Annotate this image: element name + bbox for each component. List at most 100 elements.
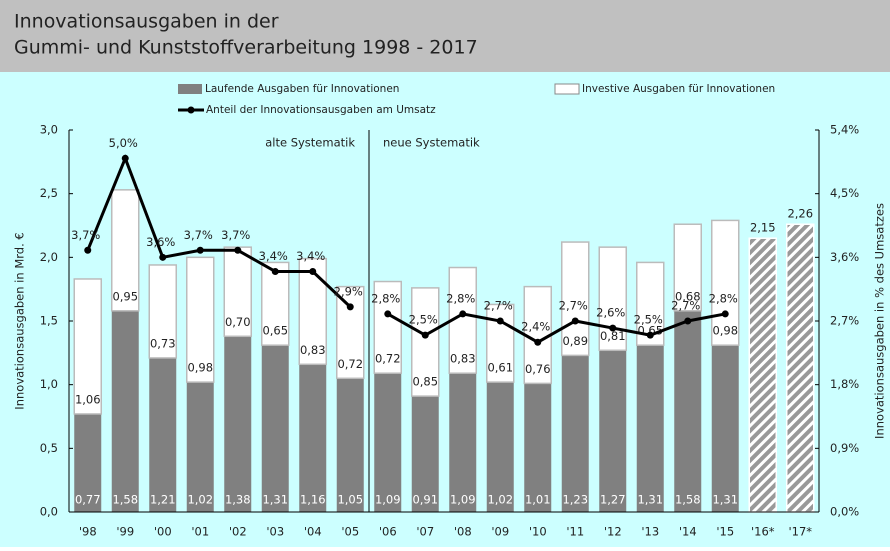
bar bbox=[411, 287, 440, 397]
x-tick-label: '13 bbox=[641, 525, 659, 539]
x-tick-label: '00 bbox=[154, 525, 172, 539]
bar bbox=[674, 310, 702, 512]
x-tick-label: '09 bbox=[491, 525, 509, 539]
value-label: 0,70 bbox=[225, 315, 251, 329]
bar bbox=[486, 382, 514, 512]
y2-tick-label: 1,8% bbox=[830, 377, 859, 391]
forecast-bar bbox=[786, 223, 815, 513]
value-label: 0,91 bbox=[412, 493, 438, 507]
value-label: 5,0% bbox=[109, 136, 138, 150]
value-label: 2,4% bbox=[521, 320, 550, 334]
x-tick-label: '15 bbox=[716, 525, 734, 539]
line-marker bbox=[159, 253, 167, 261]
bar bbox=[711, 345, 739, 512]
line-marker bbox=[234, 246, 242, 254]
line-marker bbox=[196, 246, 204, 254]
x-tick-label: '07 bbox=[416, 525, 434, 539]
bar bbox=[486, 303, 515, 383]
line-marker bbox=[571, 317, 579, 325]
value-label: 1,23 bbox=[562, 493, 588, 507]
y-tick-label: 0,0 bbox=[40, 505, 58, 519]
y2-axis-label: Innovationsausgaben in % des Umsatzes bbox=[873, 203, 887, 439]
legend-swatch bbox=[554, 83, 580, 95]
x-tick-label: '10 bbox=[529, 525, 547, 539]
bar bbox=[711, 219, 740, 346]
line bbox=[86, 154, 352, 308]
plot-background bbox=[0, 72, 890, 547]
value-label: 1,06 bbox=[75, 392, 101, 406]
value-label: 1,02 bbox=[187, 493, 213, 507]
line-marker bbox=[496, 317, 504, 325]
bar bbox=[261, 261, 290, 346]
bar bbox=[374, 373, 402, 512]
value-label: 2,26 bbox=[787, 207, 813, 221]
y2-tick-label: 0,9% bbox=[830, 441, 859, 455]
bar bbox=[149, 357, 177, 512]
x-tick-label: '17* bbox=[788, 525, 812, 539]
legend-label: Investive Ausgaben für Innovationen bbox=[582, 83, 775, 95]
x-tick-label: '99 bbox=[116, 525, 134, 539]
y-tick-label: 2,5 bbox=[40, 186, 58, 200]
bar bbox=[523, 285, 552, 385]
annotation: neue Systematik bbox=[383, 136, 480, 150]
value-label: 0,73 bbox=[150, 336, 176, 350]
value-label: 0,77 bbox=[75, 493, 101, 507]
value-label: 0,72 bbox=[337, 357, 363, 371]
bar bbox=[224, 336, 252, 512]
x-tick-label: '02 bbox=[229, 525, 247, 539]
value-label: 0,65 bbox=[262, 324, 288, 338]
value-label: 2,7% bbox=[671, 299, 700, 313]
value-label: 1,09 bbox=[450, 493, 476, 507]
bar bbox=[148, 264, 177, 359]
bar bbox=[186, 382, 214, 512]
x-tick-label: '08 bbox=[454, 525, 472, 539]
bar bbox=[449, 373, 477, 512]
value-label: 0,85 bbox=[412, 375, 438, 389]
value-label: 2,6% bbox=[596, 306, 625, 320]
forecast-bar bbox=[748, 237, 777, 513]
y2-tick-label: 5,4% bbox=[830, 123, 859, 137]
bar bbox=[73, 278, 102, 415]
x-tick-label: '04 bbox=[304, 525, 322, 539]
value-label: 1,38 bbox=[225, 493, 251, 507]
value-label: 0,76 bbox=[525, 362, 551, 376]
value-label: 1,58 bbox=[112, 493, 138, 507]
bar bbox=[599, 350, 627, 512]
line-marker bbox=[684, 317, 692, 325]
legend-swatch bbox=[178, 84, 202, 94]
y-tick-label: 3,0 bbox=[40, 123, 58, 137]
bar bbox=[336, 378, 364, 512]
value-label: 0,68 bbox=[675, 289, 701, 303]
annotation: alte Systematik bbox=[265, 136, 355, 150]
x-tick-label: '14 bbox=[679, 525, 697, 539]
value-label: 2,5% bbox=[634, 313, 663, 327]
y-axis-label: Innovationsausgaben in Mrd. € bbox=[13, 232, 27, 409]
value-label: 3,6% bbox=[146, 235, 175, 249]
value-label: 0,98 bbox=[712, 324, 738, 338]
bar bbox=[598, 246, 627, 352]
y2-tick-label: 4,5% bbox=[830, 186, 859, 200]
bar bbox=[411, 396, 439, 512]
x-tick-label: '98 bbox=[79, 525, 97, 539]
chart-subtitle: Gummi- und Kunststoffverarbeitung 1998 -… bbox=[14, 37, 478, 59]
value-label: 0,61 bbox=[487, 361, 513, 375]
line-marker bbox=[721, 310, 729, 318]
value-label: 2,8% bbox=[371, 291, 400, 305]
y2-tick-label: 3,6% bbox=[830, 250, 859, 264]
x-tick-label: '01 bbox=[191, 525, 209, 539]
value-label: 0,95 bbox=[112, 289, 138, 303]
bar bbox=[261, 345, 289, 512]
line-marker bbox=[346, 303, 354, 311]
x-tick-label: '05 bbox=[341, 525, 359, 539]
value-label: 0,81 bbox=[600, 329, 626, 343]
chart-title: Innovationsausgaben in der bbox=[14, 11, 279, 33]
value-label: 3,7% bbox=[184, 228, 213, 242]
line-marker bbox=[459, 310, 467, 318]
bar bbox=[111, 310, 139, 512]
line-marker bbox=[121, 154, 129, 162]
value-label: 0,83 bbox=[450, 352, 476, 366]
line bbox=[387, 312, 726, 344]
line-marker bbox=[84, 246, 92, 254]
y2-tick-label: 0,0% bbox=[830, 505, 859, 519]
